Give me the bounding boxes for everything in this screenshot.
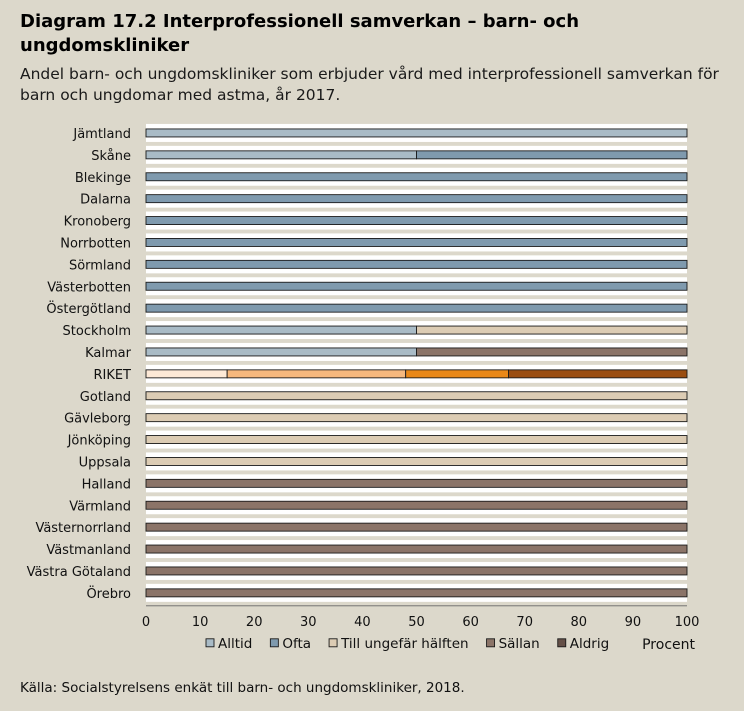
legend-swatch: [557, 638, 567, 648]
category-label: Sörmland: [69, 258, 131, 273]
chart-subtitle: Andel barn- och ungdomskliniker som erbj…: [20, 65, 719, 104]
category-label: Uppsala: [79, 455, 131, 470]
bar-segment-ofta: [145, 194, 688, 204]
bar-segment-ofta: [145, 281, 688, 291]
bar-segment-ofta: [145, 172, 688, 182]
category-label: Skåne: [91, 149, 131, 164]
x-tick-label: 20: [246, 615, 263, 630]
x-tick-label: 100: [675, 615, 700, 630]
bar-segment-sällan: [145, 544, 688, 554]
bar-segment-alltid: [145, 128, 688, 138]
bar-segment-ofta: [145, 303, 688, 313]
x-tick-label: 40: [354, 615, 371, 630]
bar-segment-alltid: [145, 150, 417, 160]
category-label: Värmland: [69, 499, 131, 514]
bar-segment-sällan: [145, 500, 688, 510]
category-label: Gotland: [80, 390, 131, 405]
legend-swatch: [205, 638, 215, 648]
x-tick-label: 50: [408, 615, 425, 630]
category-label: Blekinge: [75, 171, 131, 186]
bar-segment-ofta: [145, 216, 688, 226]
category-label: Halland: [82, 477, 131, 492]
category-label: Västernorrland: [35, 521, 131, 536]
bar-segment-till-ungefär-hälften: [145, 435, 688, 444]
bar-segment-sällan: [145, 478, 688, 488]
bar-segment-till-ungefär-hälften: [405, 369, 509, 379]
category-label: Örebro: [86, 585, 131, 602]
legend: Alltid Ofta Till ungefär hälften Sällan Aldr…: [205, 636, 609, 652]
category-label: Västra Götaland: [27, 565, 131, 580]
bar-segment-ofta: [145, 237, 688, 247]
x-tick-label: 30: [300, 615, 317, 630]
legend-label: Ofta: [282, 636, 311, 652]
bar-segment-till-ungefär-hälften: [145, 391, 688, 401]
bar-segment-alltid: [145, 325, 417, 335]
x-axis-title: Procent: [642, 637, 695, 653]
legend-swatch: [486, 638, 496, 648]
x-tick-label: 90: [625, 615, 642, 630]
bar-segment-ofta: [226, 369, 407, 379]
x-tick-label: 10: [192, 615, 209, 630]
category-label: Dalarna: [80, 193, 131, 208]
bar-segment-till-ungefär-hälften: [416, 325, 688, 335]
category-label: Gävleborg: [64, 412, 131, 427]
x-tick-label: 0: [142, 615, 150, 630]
bar-segment-sällan: [145, 566, 688, 576]
category-label: Västerbotten: [47, 280, 131, 295]
legend-label: Alltid: [218, 636, 252, 652]
x-tick-label: 80: [571, 615, 588, 630]
category-label: RIKET: [93, 368, 131, 383]
source-note: Källa: Socialstyrelsens enkät till barn-…: [20, 680, 465, 696]
category-label: Jönköping: [67, 434, 131, 449]
bar-segment-ofta: [416, 150, 688, 160]
bars: [145, 128, 688, 598]
category-label: Kalmar: [85, 346, 132, 361]
category-label: Jämtland: [72, 127, 131, 142]
category-label: Kronoberg: [64, 215, 131, 230]
legend-label: Sällan: [499, 636, 540, 652]
bar-segment-sällan: [508, 369, 688, 379]
bar-segment-till-ungefär-hälften: [145, 413, 688, 423]
chart-title: Diagram 17.2 Interprofessionell samverka…: [20, 11, 580, 56]
legend-swatch: [269, 638, 279, 648]
category-label: Västmanland: [46, 543, 131, 558]
legend-label: Till ungefär hälften: [340, 636, 468, 652]
bar-segment-sällan: [145, 588, 688, 598]
category-label: Norrbotten: [60, 236, 131, 251]
bar-segment-alltid: [145, 347, 417, 357]
legend-label: Aldrig: [570, 636, 609, 652]
x-axis: 0 10 20 30 40 50 60 70 80 90 100 Procent: [142, 605, 700, 653]
category-label: Stockholm: [63, 324, 131, 339]
bar-segment-alltid: [145, 369, 228, 379]
bar-segment-ofta: [145, 259, 688, 269]
x-tick-label: 70: [516, 615, 533, 630]
legend-swatch: [328, 638, 338, 648]
x-tick-label: 60: [462, 615, 479, 630]
category-labels: Jämtland Skåne Blekinge Dalarna Kronoberg Nor…: [27, 127, 132, 602]
bar-segment-sällan: [145, 522, 688, 532]
category-label: Östergötland: [46, 300, 131, 317]
bar-segment-till-ungefär-hälften: [145, 457, 688, 466]
bar-segment-sällan: [416, 347, 688, 357]
